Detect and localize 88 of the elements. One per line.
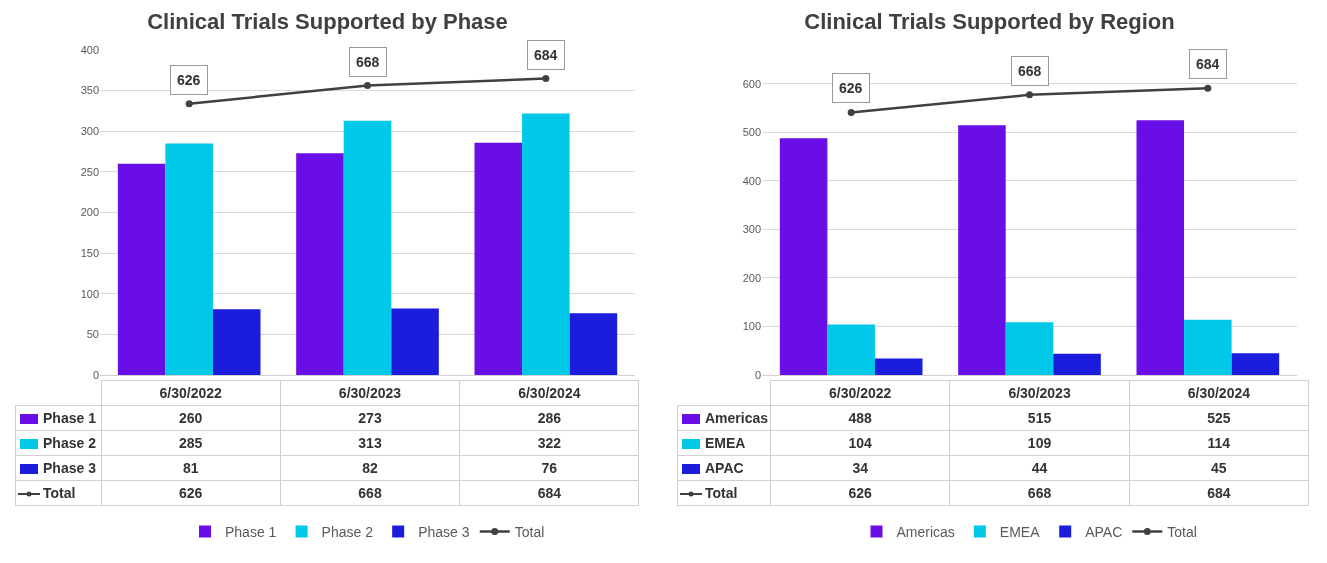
data-label: 322 — [459, 430, 639, 456]
x-tick-label: 6/30/2022 — [101, 380, 281, 406]
x-tick-label: 6/30/2024 — [1129, 380, 1309, 406]
y-tick-label: 0 — [754, 368, 761, 381]
y-tick-label: 200 — [80, 206, 99, 219]
text: Phase 1 — [225, 523, 277, 540]
y-tick-label: 50 — [86, 328, 99, 341]
text: Phase 3 — [418, 523, 470, 540]
legend-label: Phase 2 — [43, 435, 96, 451]
data-label: 260 — [101, 405, 281, 431]
data-label: 76 — [459, 455, 639, 481]
legend-label: Phase 3 — [43, 460, 96, 476]
data-label: 44 — [949, 455, 1130, 481]
data-label: 626 — [770, 480, 950, 506]
bar — [874, 358, 923, 375]
annotation: 626 — [839, 80, 863, 96]
y-tick-label: 500 — [742, 126, 761, 139]
data-label: 668 — [949, 480, 1130, 506]
bar — [391, 308, 439, 375]
data-label: 81 — [101, 455, 281, 481]
x-tick-label: 6/30/2023 — [280, 380, 460, 406]
bar — [1005, 322, 1054, 375]
y-tick-label: 600 — [742, 77, 761, 90]
bar — [117, 163, 166, 375]
bar — [827, 324, 875, 375]
x-tick-label: 6/30/2024 — [459, 380, 639, 406]
y-tick-label: 400 — [742, 174, 761, 187]
data-label: 684 — [459, 480, 639, 506]
bar — [212, 309, 261, 375]
data-label: 488 — [770, 405, 950, 431]
y-tick-label: 400 — [80, 43, 99, 56]
text: Americas — [896, 523, 955, 540]
data-label: 82 — [280, 455, 460, 481]
legend-label: APAC — [1085, 523, 1123, 540]
legend-label: Total — [43, 485, 76, 501]
y-tick-label: 250 — [80, 165, 99, 178]
data-label: 273 — [280, 405, 460, 431]
bar — [343, 120, 392, 375]
text: Total — [1167, 523, 1197, 540]
y-tick-label: 150 — [80, 246, 99, 259]
legend-label: Total — [705, 485, 738, 501]
y-tick-label: 300 — [742, 223, 761, 236]
data-label: 668 — [280, 480, 460, 506]
bar — [296, 153, 344, 375]
bar — [1184, 319, 1232, 375]
data-label: 313 — [280, 430, 460, 456]
bar — [474, 142, 523, 375]
bar — [1053, 353, 1101, 375]
y-tick-label: 100 — [80, 287, 99, 300]
x-tick-label: 6/30/2022 — [770, 380, 950, 406]
data-label: 104 — [770, 430, 950, 456]
legend-label: Americas — [705, 410, 769, 426]
data-label: 684 — [1129, 480, 1309, 506]
text: Total — [514, 523, 545, 540]
y-tick-label: 200 — [742, 271, 761, 284]
bar — [1231, 353, 1280, 375]
annotation: 626 — [177, 72, 201, 88]
annotation: 684 — [534, 47, 558, 63]
annotation: 668 — [356, 54, 380, 70]
legend-label: EMEA — [705, 435, 746, 451]
bar — [958, 125, 1006, 375]
chart-title: Clinical Trials Supported by Phase — [147, 8, 508, 34]
data-label: 515 — [949, 405, 1130, 431]
text: Phase 2 — [321, 523, 373, 540]
text: EMEA — [999, 523, 1040, 540]
bar — [522, 113, 570, 375]
bar — [779, 138, 828, 375]
annotation: 684 — [1196, 56, 1220, 72]
data-label: 626 — [101, 480, 281, 506]
y-tick-label: 300 — [80, 125, 99, 138]
y-tick-label: 0 — [92, 368, 99, 381]
text: APAC — [705, 460, 744, 476]
annotation: 668 — [1018, 63, 1042, 79]
data-label: 114 — [1129, 430, 1309, 456]
y-tick-label: 350 — [80, 84, 99, 97]
y-tick-label: 100 — [742, 320, 761, 333]
bar — [569, 313, 618, 375]
chart-title: Clinical Trials Supported by Region — [804, 8, 1175, 34]
data-label: 285 — [101, 430, 281, 456]
data-label: 286 — [459, 405, 639, 431]
x-tick-label: 6/30/2023 — [949, 380, 1130, 406]
data-label: 525 — [1129, 405, 1309, 431]
legend-label: Phase 1 — [43, 410, 96, 426]
bar — [165, 143, 213, 375]
data-label: 45 — [1129, 455, 1309, 481]
data-label: 109 — [949, 430, 1130, 456]
bar — [1136, 120, 1185, 375]
data-label: 34 — [770, 455, 950, 481]
